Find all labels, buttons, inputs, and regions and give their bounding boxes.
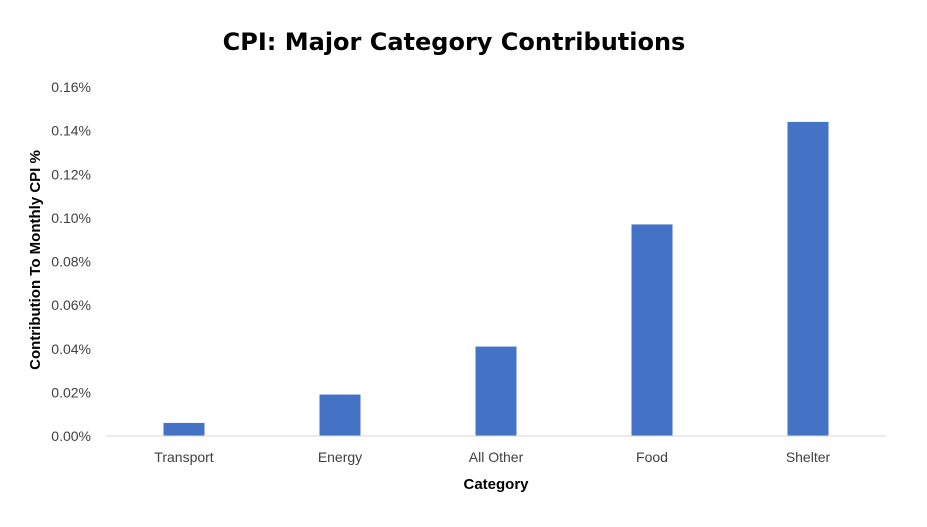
x-tick-label: Food (636, 449, 668, 465)
x-tick-label: Shelter (786, 449, 831, 465)
bar (475, 346, 517, 436)
y-tick-label: 0.02% (51, 384, 91, 400)
bar-series (163, 121, 829, 437)
y-tick-label: 0.14% (51, 123, 91, 139)
bar (631, 224, 673, 436)
y-tick-label: 0.04% (51, 341, 91, 357)
bar (163, 422, 205, 436)
y-axis-title: Contribution To Monthly CPI % (27, 150, 44, 370)
y-tick-label: 0.16% (51, 79, 91, 95)
y-tick-label: 0.10% (51, 210, 91, 226)
y-axis-ticks: 0.00% 0.02% 0.04% 0.06% 0.08% 0.10% 0.12% 0.14%… (51, 79, 91, 444)
x-tick-label: Transport (154, 449, 214, 465)
x-axis-ticks: Transport Energy All Other Food Shelter (154, 449, 830, 465)
bar (787, 121, 829, 437)
bar (319, 394, 361, 436)
chart-title: CPI: Major Category Contributions (223, 28, 686, 56)
y-tick-label: 0.12% (51, 166, 91, 182)
y-tick-label: 0.08% (51, 254, 91, 270)
x-axis-title: Category (463, 476, 529, 493)
y-tick-label: 0.00% (51, 428, 91, 444)
x-tick-label: All Other (469, 449, 524, 465)
y-tick-label: 0.06% (51, 297, 91, 313)
x-tick-label: Energy (318, 449, 362, 465)
